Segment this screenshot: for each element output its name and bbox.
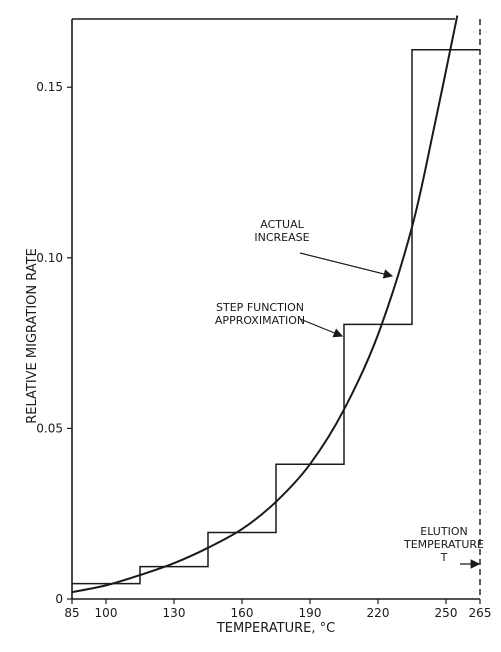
y-axis-title: RELATIVE MIGRATION RATE (25, 248, 40, 424)
x-tick-label: 220 (367, 606, 390, 620)
annotation-label: ELUTION (420, 525, 467, 538)
annotation-arrow (299, 252, 394, 279)
actual-increase-curve (71, 15, 459, 594)
x-axis-title: TEMPERATURE, °C (216, 621, 335, 636)
series-group (71, 15, 480, 594)
y-tick-label: 0.10 (36, 251, 63, 265)
step-function-line (72, 48, 480, 585)
x-tick-label: 190 (299, 606, 322, 620)
x-tick-label: 160 (231, 606, 254, 620)
plot-frame (71, 18, 481, 600)
annotation-label: T (440, 551, 448, 564)
annotation-label: STEP FUNCTION (216, 301, 304, 314)
x-tick-label: 265 (469, 606, 492, 620)
y-tick-label: 0.15 (36, 80, 63, 94)
y-tick-label: 0.05 (36, 421, 63, 435)
annotation-label: APPROXIMATION (215, 314, 305, 327)
annotation-label: INCREASE (254, 231, 309, 244)
axis-ticks: 85 100 130 160 190 220 250 265 0 0.05 0.10 0.15 (36, 80, 491, 620)
annotation-label: TEMPERATURE (403, 538, 484, 551)
y-tick-label: 0 (55, 592, 63, 606)
annotation-label: ACTUAL (260, 218, 304, 231)
x-tick-label: 100 (95, 606, 118, 620)
x-tick-label: 130 (163, 606, 186, 620)
annotation-arrow (299, 318, 344, 338)
x-tick-label: 85 (64, 606, 79, 620)
x-tick-label: 250 (435, 606, 458, 620)
